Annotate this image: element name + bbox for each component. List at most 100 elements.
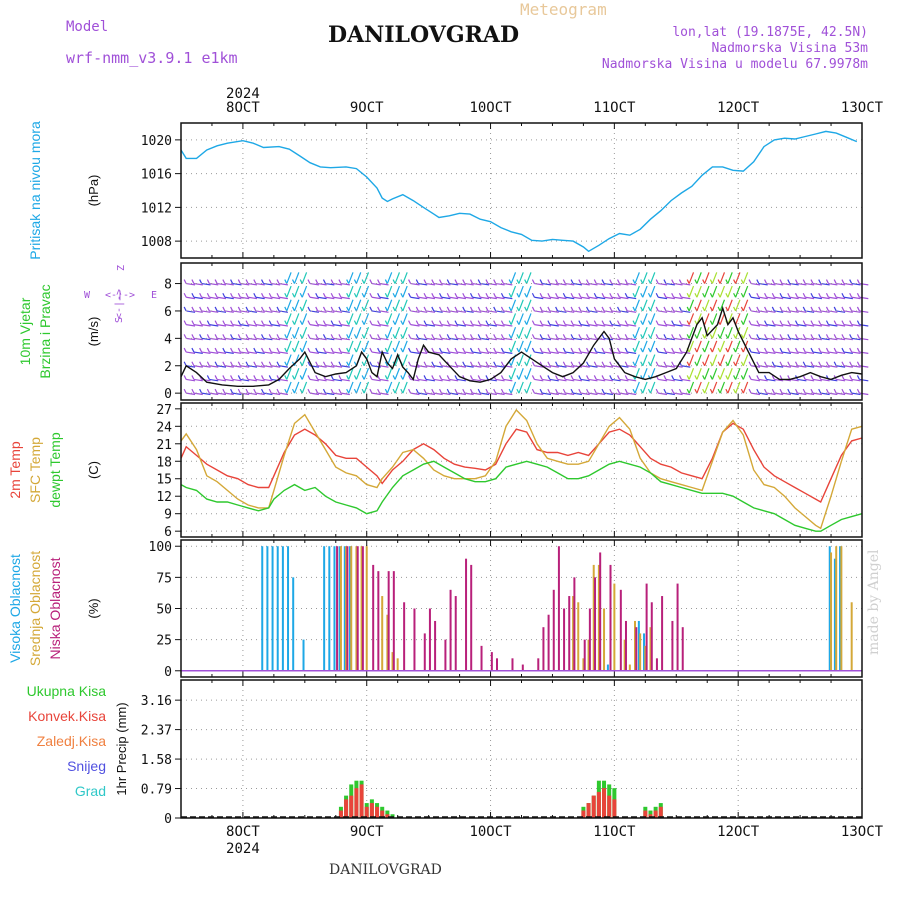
wind-barb <box>578 279 582 284</box>
wind-barb <box>642 313 648 325</box>
wind-barb <box>557 365 567 368</box>
wind-barb <box>191 292 195 298</box>
x-tick-label: 9OCT <box>350 100 384 116</box>
wind-barb <box>193 282 203 286</box>
wind-barb <box>410 282 420 286</box>
wind-barb <box>810 388 814 394</box>
wind-barb <box>624 279 628 284</box>
wind-barb <box>859 337 869 341</box>
wind-barb <box>286 354 292 366</box>
wind-barb <box>222 375 226 380</box>
wind-barb <box>433 324 443 327</box>
wind-barb <box>851 282 861 286</box>
wind-barb <box>255 351 265 354</box>
wind-barb <box>480 324 490 327</box>
wind-barb <box>547 306 551 312</box>
wind-barb <box>841 292 845 298</box>
bar-mark <box>637 620 640 671</box>
wind-barb <box>433 310 443 313</box>
wind-barb <box>539 347 543 353</box>
wind-barb <box>431 375 435 380</box>
wind-barb <box>518 299 524 312</box>
wind-barb <box>750 324 761 327</box>
wind-barb <box>415 292 419 298</box>
wind-barb <box>418 296 428 300</box>
wind-barb <box>750 378 761 382</box>
wind-barb <box>418 378 428 382</box>
wind-barb <box>371 310 381 313</box>
wind-barb <box>232 324 242 327</box>
wind-barb <box>828 365 838 368</box>
panel-frame <box>180 122 863 259</box>
wind-barb <box>278 365 289 368</box>
wind-barb <box>245 292 249 298</box>
wind-barb <box>363 285 370 298</box>
wind-barb <box>526 368 532 380</box>
wind-barb <box>503 310 513 313</box>
wind-barb <box>214 361 218 367</box>
wind-barb <box>330 375 334 380</box>
wind-barb <box>627 337 637 341</box>
bar-mark <box>377 571 380 671</box>
wind-barb <box>301 285 308 298</box>
wind-barb <box>663 361 667 367</box>
wind-barb <box>849 279 853 284</box>
wind-barb <box>779 347 783 353</box>
wind-barb <box>555 388 559 394</box>
wind-barb <box>833 279 837 284</box>
wind-barb <box>647 347 652 353</box>
wind-barb <box>340 310 350 313</box>
wind-barb <box>547 361 551 367</box>
wind-barb <box>500 292 504 298</box>
wind-barb <box>694 306 698 312</box>
wind-barb <box>593 334 597 339</box>
wind-barb <box>400 334 404 339</box>
wind-barb <box>477 347 481 353</box>
wind-barb <box>325 351 335 354</box>
wind-barb <box>856 375 860 380</box>
wind-barb <box>237 279 241 284</box>
wind-barb <box>750 337 761 341</box>
wind-barb <box>740 361 744 367</box>
wind-barb <box>603 378 614 382</box>
wind-barb <box>237 306 241 312</box>
wind-barb <box>255 324 265 327</box>
wind-barb <box>338 347 342 353</box>
wind-barb <box>363 354 370 366</box>
wind-barb <box>400 388 404 394</box>
wind-barb <box>735 272 741 284</box>
wind-barb <box>526 285 532 298</box>
wind-barb <box>781 351 792 354</box>
wind-barb <box>371 282 381 286</box>
wind-barb <box>346 388 350 394</box>
wind-barb <box>284 388 288 394</box>
wind-barb <box>217 324 227 327</box>
wind-barb <box>232 351 242 354</box>
wind-barb <box>214 334 218 339</box>
wind-barb <box>456 378 466 382</box>
wind-barb <box>247 378 258 382</box>
legend-label: Zaledj.Kisa <box>37 733 106 749</box>
wind-barb <box>438 388 443 394</box>
wind-barb <box>199 334 203 339</box>
compass-label: S <box>114 317 125 323</box>
wind-barb <box>725 375 729 380</box>
wind-barb <box>206 292 210 298</box>
bar-mark <box>606 664 609 671</box>
wind-barb <box>663 334 667 339</box>
wind-barb <box>688 299 695 312</box>
wind-barb <box>609 306 613 312</box>
wind-barb <box>836 378 846 382</box>
wind-barb <box>619 282 629 286</box>
wind-barb <box>247 310 258 313</box>
wind-barb <box>588 378 598 382</box>
wind-barb <box>849 292 853 298</box>
bar-mark <box>345 546 348 671</box>
wind-barb <box>740 347 744 353</box>
wind-barb <box>647 306 652 312</box>
x-tick-label: 8OCT <box>226 100 260 116</box>
wind-barb <box>841 334 845 339</box>
wind-barb <box>386 368 393 380</box>
wind-barb <box>193 296 203 300</box>
legend-label: Srednja Oblacnost <box>27 551 43 666</box>
